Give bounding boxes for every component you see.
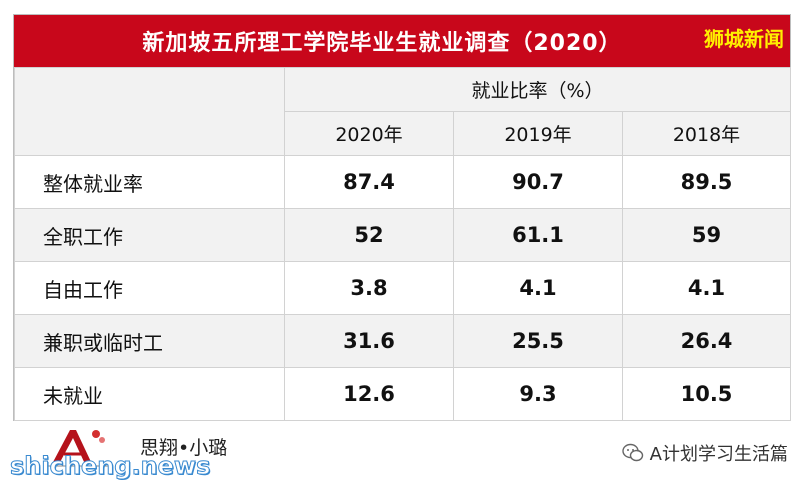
table-frame: 新加坡五所理工学院毕业生就业调查（2020） 狮城新闻 就业比率（%） 2020… [13,14,792,421]
table-row: 整体就业率 87.4 90.7 89.5 [14,155,792,209]
signature: 思翔•小璐 [140,437,228,459]
brand-tag: 狮城新闻 [704,27,784,51]
table-row: 自由工作 3.8 4.1 4.1 [14,261,792,315]
header-year: 2020年 [284,111,454,156]
row-label: 未就业 [14,367,285,421]
row-value: 87.4 [284,155,454,209]
header-group-label: 就业比率（%） [283,67,792,112]
A-logo-icon [48,430,108,467]
header-year: 2019年 [453,111,623,156]
row-value: 4.1 [621,261,792,315]
table-row: 兼职或临时工 31.6 25.5 26.4 [14,314,792,368]
row-value: 59 [621,208,792,262]
row-value: 90.7 [453,155,623,209]
row-value: 4.1 [453,261,623,315]
row-value: 26.4 [621,314,792,368]
title-bar: 新加坡五所理工学院毕业生就业调查（2020） 狮城新闻 [14,15,790,67]
row-value: 9.3 [453,367,623,421]
watermark-text: shicheng.news [9,452,211,481]
employment-table: 就业比率（%） 2020年 2019年 2018年 整体就业率 87.4 90.… [14,67,792,421]
table-row: 未就业 12.6 9.3 10.5 [14,367,792,421]
row-value: 3.8 [284,261,454,315]
account-label: A计划学习生活篇 [621,440,788,466]
row-value: 10.5 [621,367,792,421]
header-row-group: 就业比率（%） [14,67,792,156]
row-label: 自由工作 [14,261,285,315]
account-name: A计划学习生活篇 [649,444,788,465]
wechat-icon [621,443,643,462]
header-year: 2018年 [621,111,792,156]
row-value: 12.6 [284,367,454,421]
row-value: 25.5 [453,314,623,368]
page-title: 新加坡五所理工学院毕业生就业调查（2020） [142,31,622,56]
row-value: 89.5 [621,155,792,209]
table-row: 全职工作 52 61.1 59 [14,208,792,262]
row-label: 兼职或临时工 [14,314,285,368]
header-empty-cell [14,67,285,156]
row-label: 整体就业率 [14,155,285,209]
row-value: 61.1 [453,208,623,262]
row-value: 31.6 [284,314,454,368]
row-label: 全职工作 [14,208,285,262]
header-row-years: 2020年 2019年 2018年 [15,111,792,156]
row-value: 52 [284,208,454,262]
